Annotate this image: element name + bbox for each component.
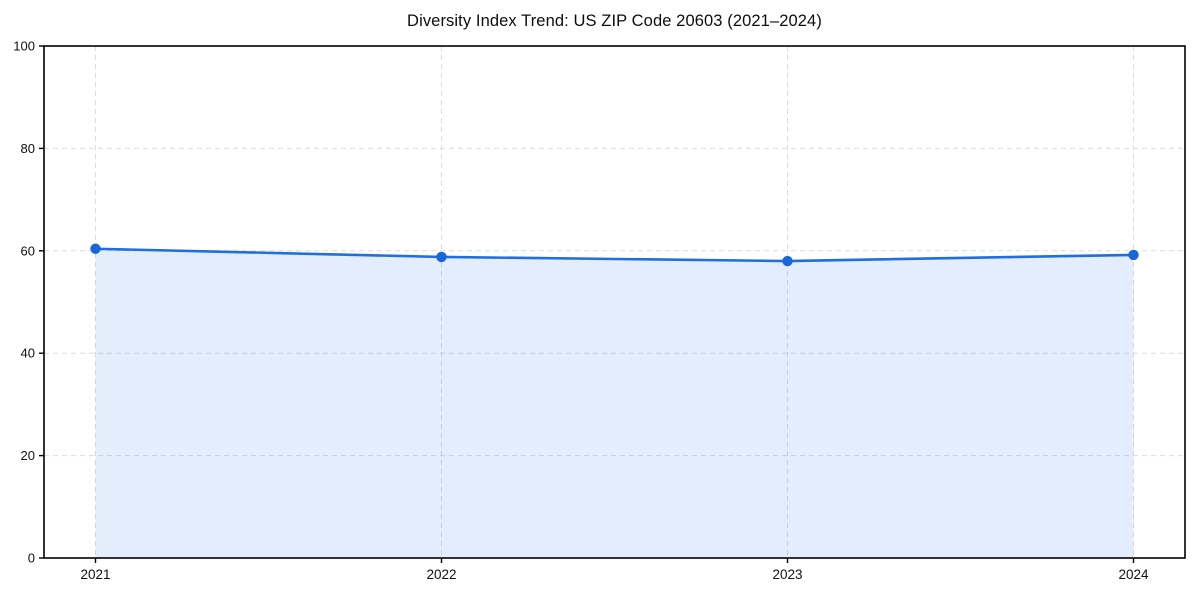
x-tick-label: 2022 (426, 567, 456, 582)
y-tick-label: 20 (21, 448, 35, 463)
x-tick-label: 2021 (80, 567, 110, 582)
y-tick-label: 100 (13, 39, 35, 54)
chart-title: Diversity Index Trend: US ZIP Code 20603… (407, 12, 822, 30)
data-point (782, 255, 793, 267)
area-fill (95, 248, 1134, 558)
data-point (436, 251, 447, 263)
data-point (90, 243, 101, 254)
plot-border (43, 45, 1186, 559)
data-point (1128, 249, 1139, 261)
y-tick-label: 80 (21, 141, 35, 156)
trend-line (94, 247, 1135, 263)
x-tick-label: 2024 (1118, 567, 1149, 582)
y-tick-label: 60 (21, 243, 35, 258)
y-tick-label: 0 (28, 551, 35, 566)
x-tick-label: 2023 (772, 567, 802, 582)
y-tick-label: 40 (21, 346, 35, 361)
plot-background (44, 46, 1185, 558)
